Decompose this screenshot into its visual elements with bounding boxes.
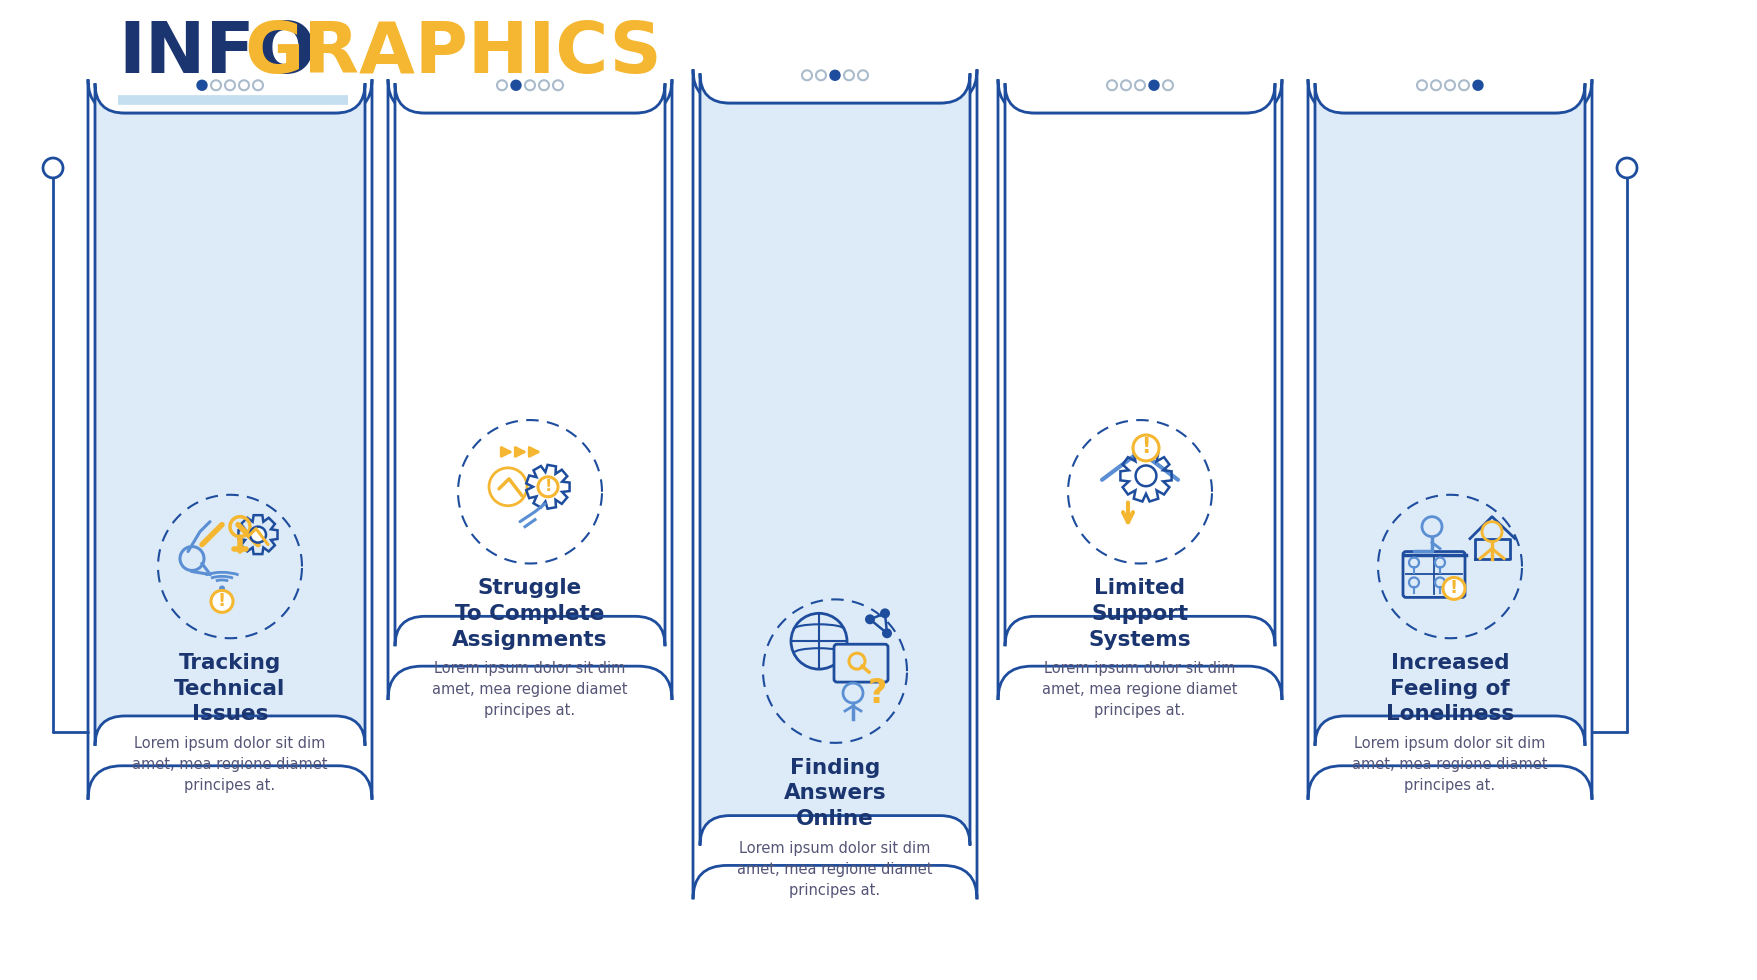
Circle shape <box>539 478 557 496</box>
Circle shape <box>843 71 854 80</box>
FancyBboxPatch shape <box>835 644 887 682</box>
Circle shape <box>1458 80 1469 90</box>
Circle shape <box>882 628 893 638</box>
Text: Lorem ipsum dolor sit dim
amet, mea regione diamet
principes at.: Lorem ipsum dolor sit dim amet, mea regi… <box>432 662 627 718</box>
Text: Tracking
Technical
Issues: Tracking Technical Issues <box>174 654 286 724</box>
Circle shape <box>1133 435 1160 461</box>
Circle shape <box>539 80 548 90</box>
Circle shape <box>1135 80 1146 90</box>
Circle shape <box>211 590 234 612</box>
Text: !: ! <box>1450 579 1458 597</box>
Text: Limited
Support
Systems: Limited Support Systems <box>1089 578 1191 650</box>
Circle shape <box>553 80 562 90</box>
Text: Lorem ipsum dolor sit dim
amet, mea regione diamet
principes at.: Lorem ipsum dolor sit dim amet, mea regi… <box>1353 736 1548 793</box>
Circle shape <box>1149 80 1160 90</box>
Circle shape <box>815 71 826 80</box>
Circle shape <box>249 526 265 543</box>
FancyBboxPatch shape <box>699 74 970 846</box>
Circle shape <box>511 80 522 90</box>
Circle shape <box>864 614 875 624</box>
Text: Increased
Feeling of
Loneliness: Increased Feeling of Loneliness <box>1386 654 1515 724</box>
Text: !: ! <box>218 592 227 610</box>
FancyBboxPatch shape <box>395 83 664 646</box>
Text: INFO: INFO <box>118 20 316 88</box>
Text: Lorem ipsum dolor sit dim
amet, mea regione diamet
principes at.: Lorem ipsum dolor sit dim amet, mea regi… <box>132 736 329 793</box>
Circle shape <box>220 585 225 591</box>
Circle shape <box>857 71 868 80</box>
Circle shape <box>1472 80 1483 90</box>
FancyBboxPatch shape <box>1404 552 1465 598</box>
Circle shape <box>225 80 235 90</box>
Circle shape <box>1107 80 1117 90</box>
Text: Lorem ipsum dolor sit dim
amet, mea regione diamet
principes at.: Lorem ipsum dolor sit dim amet, mea regi… <box>1042 662 1237 718</box>
Circle shape <box>211 80 221 90</box>
Text: ?: ? <box>868 676 887 710</box>
Circle shape <box>538 477 559 497</box>
FancyBboxPatch shape <box>95 83 365 746</box>
Text: !: ! <box>545 479 552 494</box>
Circle shape <box>1163 80 1174 90</box>
Circle shape <box>1430 80 1441 90</box>
Text: Struggle
To Complete
Assignments: Struggle To Complete Assignments <box>452 578 608 650</box>
Circle shape <box>197 80 207 90</box>
FancyBboxPatch shape <box>1005 83 1276 646</box>
Circle shape <box>1416 80 1427 90</box>
Text: !: ! <box>1142 437 1151 458</box>
Circle shape <box>880 609 891 618</box>
Circle shape <box>253 80 264 90</box>
Circle shape <box>1135 466 1156 486</box>
Circle shape <box>497 80 508 90</box>
Circle shape <box>1442 577 1465 600</box>
Circle shape <box>829 71 840 80</box>
Circle shape <box>42 158 63 178</box>
Circle shape <box>1121 80 1132 90</box>
FancyBboxPatch shape <box>1314 83 1585 746</box>
Circle shape <box>1616 158 1638 178</box>
Text: Finding
Answers
Online: Finding Answers Online <box>784 758 886 829</box>
Circle shape <box>525 80 534 90</box>
Circle shape <box>239 80 249 90</box>
Circle shape <box>801 71 812 80</box>
Text: GRAPHICS: GRAPHICS <box>244 20 662 88</box>
Circle shape <box>1444 80 1455 90</box>
Text: Lorem ipsum dolor sit dim
amet, mea regione diamet
principes at.: Lorem ipsum dolor sit dim amet, mea regi… <box>738 841 933 898</box>
